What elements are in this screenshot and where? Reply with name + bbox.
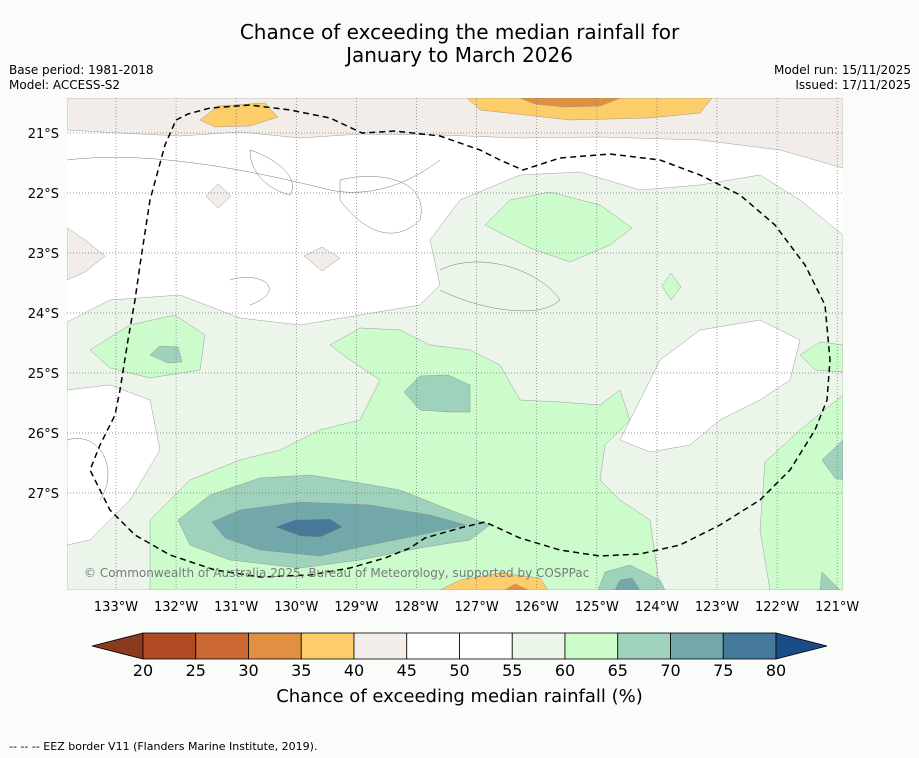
colorbar-segment	[670, 632, 724, 660]
meta-right: Model run: 15/11/2025 Issued: 17/11/2025	[774, 63, 911, 93]
meta-left: Base period: 1981-2018 Model: ACCESS-S2	[9, 63, 154, 93]
colorbar-segment	[564, 632, 619, 660]
model-run: Model run: 15/11/2025	[773, 63, 911, 77]
colorbar-tick: 50	[449, 661, 469, 680]
title-line-1: Chance of exceeding the median rainfall …	[239, 20, 680, 44]
colorbar-tick: 65	[608, 661, 628, 680]
colorbar-tick-labels: 20 25 30 35 40 45 50 55 60 65 70 75 80	[133, 661, 786, 680]
latitude-label: 24°S	[28, 307, 59, 322]
colorbar-segment	[406, 632, 460, 660]
contour-30-35-bottom	[504, 583, 529, 590]
issued-date: Issued: 17/11/2025	[795, 78, 911, 92]
contour-60-65	[799, 341, 843, 373]
colorbar-tick: 45	[397, 661, 417, 680]
longitude-label: 128°W	[394, 600, 438, 615]
base-period: Base period: 1981-2018	[9, 63, 154, 77]
colorbar-tick: 20	[133, 661, 153, 680]
latitude-labels: 21°S 22°S 23°S 24°S 25°S 26°S 27°S	[28, 127, 59, 502]
contour-35-40-top	[466, 98, 713, 121]
contour-40-45-patch	[205, 183, 232, 209]
contour-60-65	[661, 272, 682, 301]
colorbar-tick: 75	[713, 661, 733, 680]
contour-35-40-top	[199, 102, 279, 128]
latitude-label: 26°S	[28, 427, 59, 442]
longitude-label: 122°W	[755, 600, 799, 615]
colorbar-segment	[511, 632, 566, 660]
colorbar-segment	[722, 632, 777, 660]
longitude-label: 124°W	[635, 600, 679, 615]
colorbar-segment	[459, 632, 513, 660]
longitude-label: 126°W	[515, 600, 559, 615]
contour-35-40-bottom	[439, 572, 549, 590]
colorbar-segment	[353, 632, 408, 660]
contour-45-55-interior	[67, 384, 161, 546]
contour-65-70	[403, 374, 471, 413]
latitude-label: 23°S	[28, 247, 59, 262]
longitude-label: 123°W	[695, 600, 739, 615]
latitude-label: 21°S	[28, 127, 59, 142]
longitude-label: 125°W	[575, 600, 619, 615]
colorbar-tick: 35	[291, 661, 311, 680]
longitude-label: 121°W	[815, 600, 859, 615]
colorbar-tick: 60	[555, 661, 575, 680]
contour-70-75	[211, 501, 467, 557]
longitude-label: 131°W	[214, 600, 258, 615]
contour-75-80	[275, 518, 343, 538]
latitude-label: 22°S	[28, 187, 59, 202]
longitude-label: 129°W	[334, 600, 378, 615]
colorbar-label: Chance of exceeding median rainfall (%)	[276, 686, 643, 707]
colorbar-tick: 55	[502, 661, 522, 680]
colorbar-tick: 70	[660, 661, 680, 680]
eez-border	[89, 104, 831, 578]
footnote: -- -- -- EEZ border V11 (Flanders Marine…	[9, 740, 318, 753]
contour-65-70	[821, 439, 843, 481]
contour-60-65	[484, 191, 633, 263]
colorbar-tick: 80	[766, 661, 786, 680]
latitude-label: 27°S	[28, 487, 59, 502]
contour-lines	[67, 149, 561, 501]
colorbar	[91, 632, 828, 660]
contour-70-75	[614, 577, 641, 590]
colorbar-segment	[195, 632, 249, 660]
longitude-label: 133°W	[94, 600, 138, 615]
longitude-label: 127°W	[455, 600, 499, 615]
contour-45-55-interior	[619, 319, 801, 453]
contour-65-70	[149, 345, 183, 364]
colorbar-tick: 30	[238, 661, 258, 680]
contour-65-70	[597, 564, 666, 590]
colorbar-extend-low	[91, 632, 144, 660]
title-line-2: January to March 2026	[346, 43, 573, 67]
longitude-label: 132°W	[154, 600, 198, 615]
copyright-text: © Commonwealth of Australia 2025, Bureau…	[84, 566, 589, 580]
colorbar-tick: 25	[186, 661, 206, 680]
colorbar-segment	[142, 632, 197, 660]
colorbar-tick: 40	[344, 661, 364, 680]
map-plot-area	[67, 98, 843, 590]
longitude-label: 130°W	[274, 600, 318, 615]
latitude-label: 25°S	[28, 367, 59, 382]
colorbar-extend-high	[775, 632, 828, 660]
contour-40-45-patch	[67, 227, 106, 281]
colorbar-segment	[617, 632, 671, 660]
longitude-labels: 133°W 132°W 131°W 130°W 129°W 128°W 127°W 126°W…	[94, 600, 860, 615]
graticule	[67, 98, 843, 590]
colorbar-segment	[248, 632, 302, 660]
colorbar-segment	[300, 632, 355, 660]
contour-60-65	[759, 394, 843, 590]
model-name: Model: ACCESS-S2	[9, 78, 121, 92]
contour-65-70	[819, 571, 841, 590]
contour-30-35-top	[519, 98, 621, 108]
